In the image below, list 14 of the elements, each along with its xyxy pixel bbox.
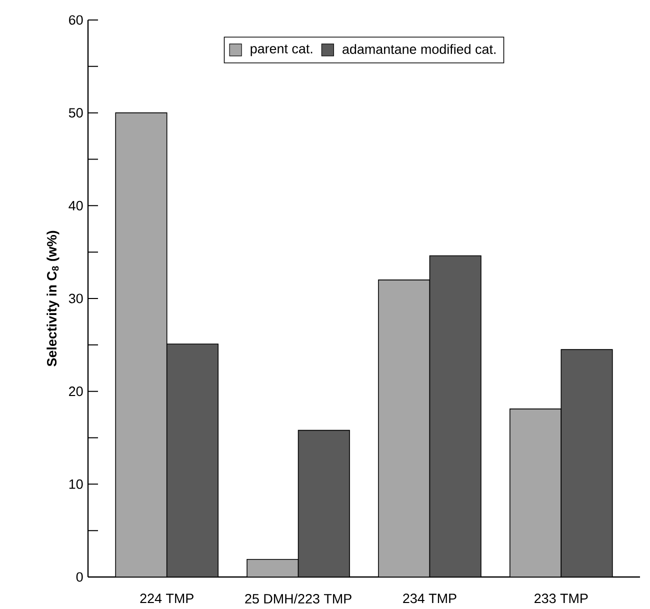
x-tick-label: 234 TMP: [403, 594, 456, 604]
y-axis-title: Selectivity in C$_{8}$ (w%): [46, 230, 60, 366]
y-tick-label: 20: [69, 386, 83, 396]
y-tick-label: 10: [69, 479, 83, 489]
x-tick-label: 25 DMH/223 TMP: [245, 594, 352, 604]
legend-label: adamantane modified cat.: [342, 44, 496, 54]
y-tick-label: 60: [69, 15, 83, 25]
y-tick-label: 0: [76, 572, 83, 582]
x-tick-label: 224 TMP: [140, 594, 194, 604]
legend-label: parent cat.: [250, 44, 312, 56]
y-tick-label: 40: [68, 200, 83, 210]
y-tick-label: 30: [68, 294, 83, 304]
x-tick-label: 233 TMP: [534, 594, 588, 604]
y-tick-label: 50: [68, 108, 83, 118]
